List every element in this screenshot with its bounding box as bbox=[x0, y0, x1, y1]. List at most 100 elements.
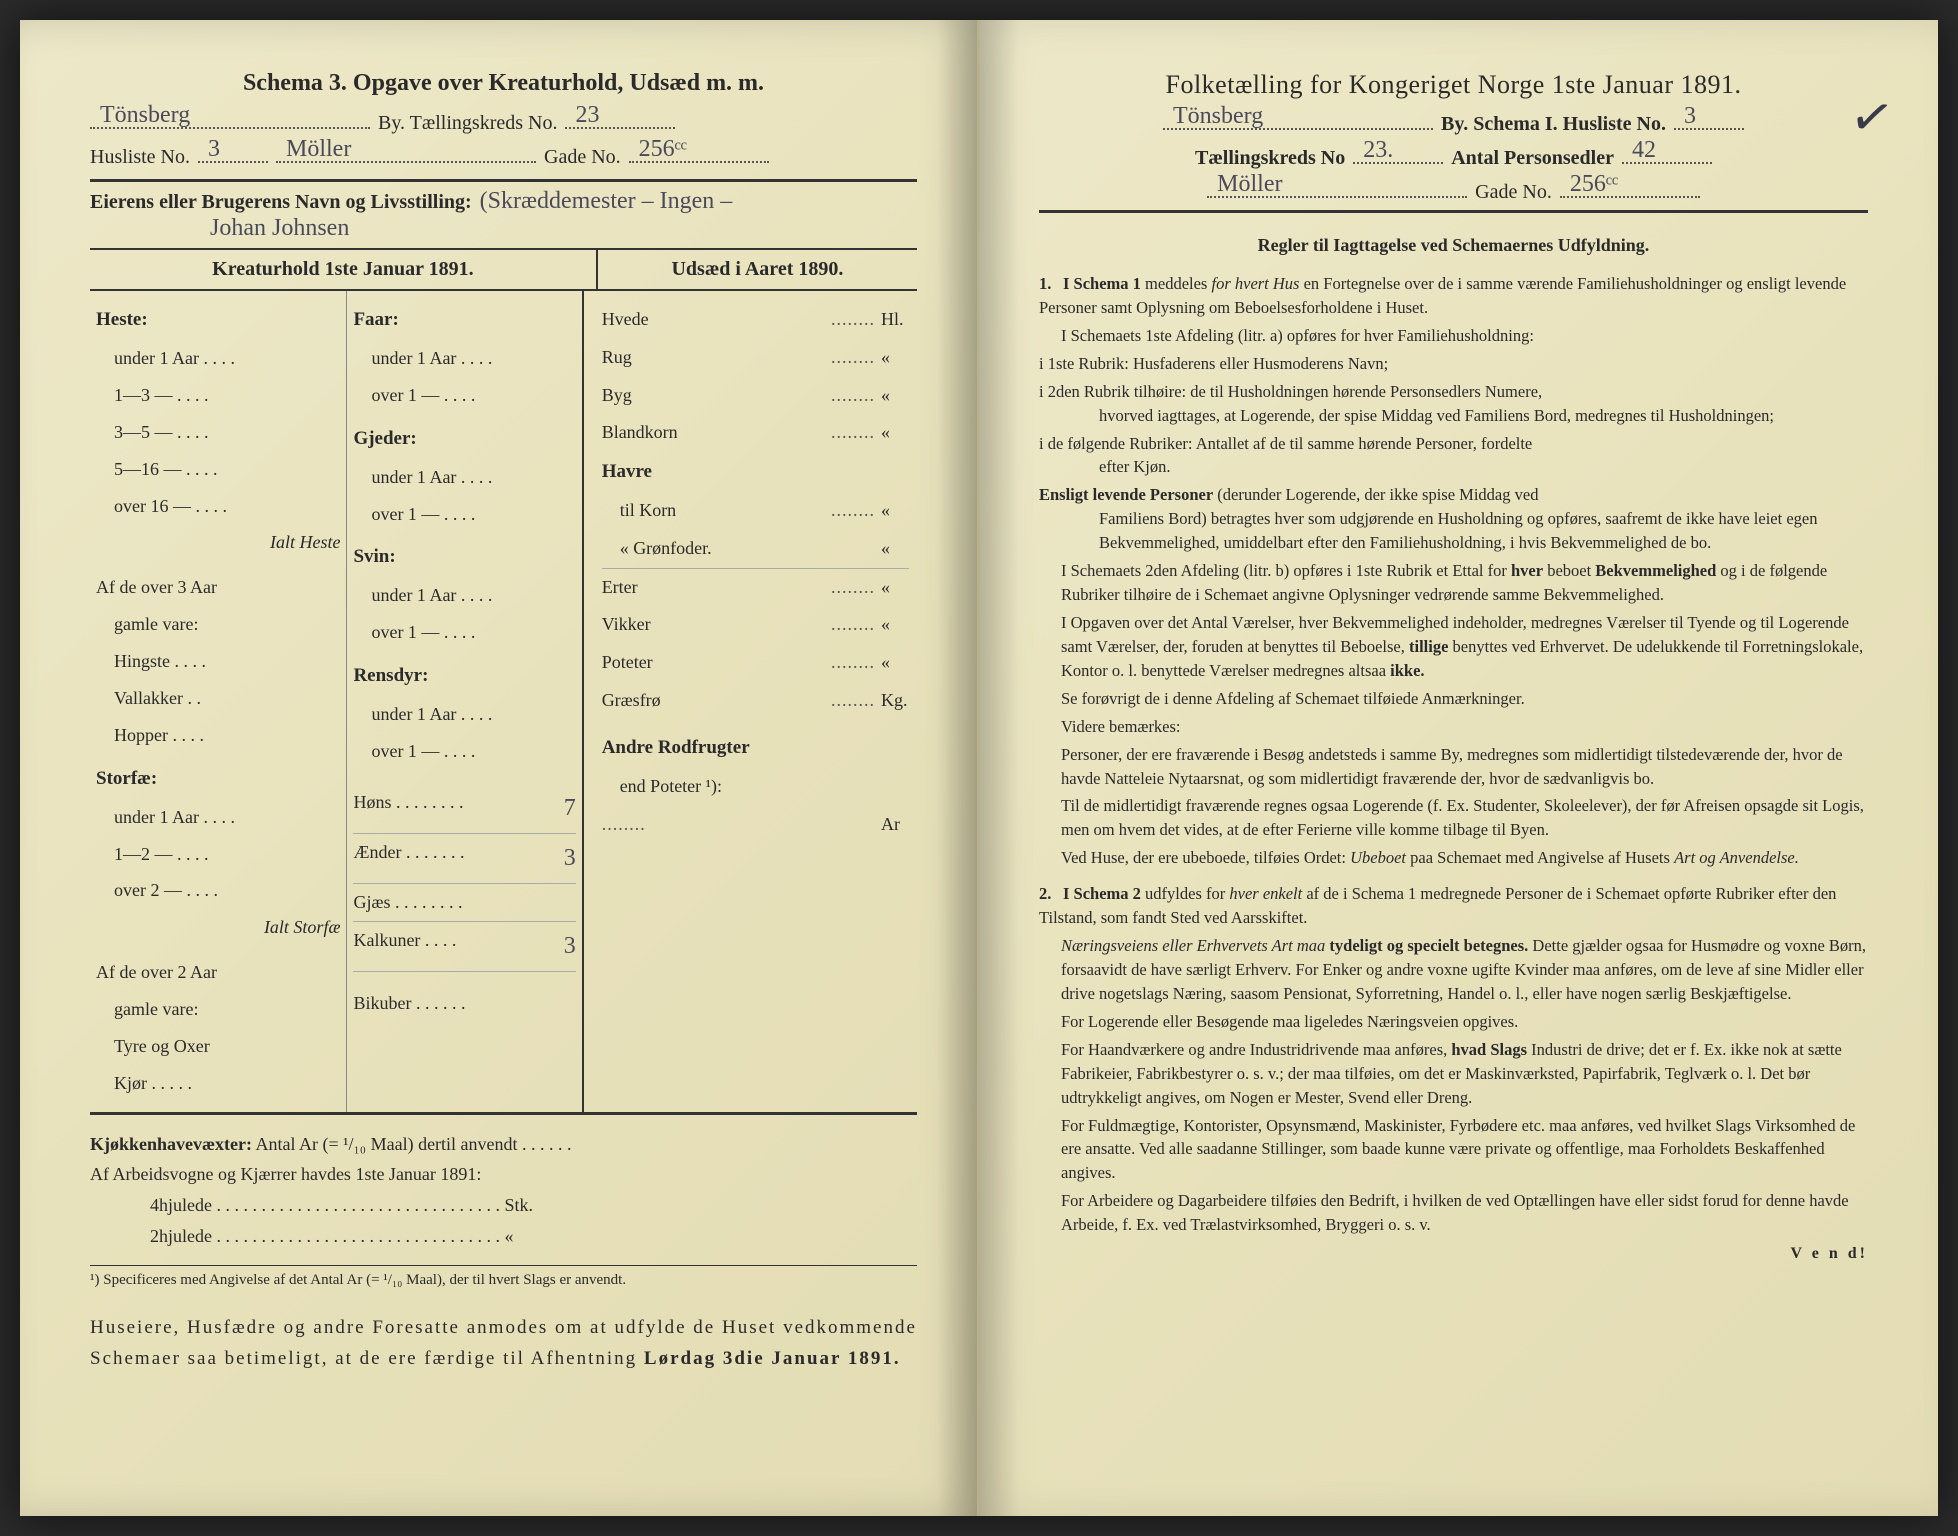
erter: Erter bbox=[602, 569, 825, 607]
r-city-hand: Tönsberg bbox=[1173, 103, 1263, 130]
heste-35: 3—5 — . . . . bbox=[96, 414, 340, 451]
storfae-u1: under 1 Aar . . . . bbox=[96, 799, 340, 836]
gjeder-header: Gjeder: bbox=[353, 420, 575, 459]
gade-no: 256ᶜᶜ bbox=[639, 136, 687, 163]
gjaes: Gjæs . . . . . . . . bbox=[353, 884, 575, 921]
heste-13: 1—3 — . . . . bbox=[96, 377, 340, 414]
heste-u1: under 1 Aar . . . . bbox=[96, 340, 340, 377]
r1e: i de følgende Rubriker: Antallet af de t… bbox=[1039, 432, 1868, 480]
r1f: Ensligt levende Personer (derunder Loger… bbox=[1039, 483, 1868, 555]
heste-516: 5—16 — . . . . bbox=[96, 451, 340, 488]
r-antal-no: 42 bbox=[1632, 137, 1656, 164]
col-a: Heste: under 1 Aar . . . . 1—3 — . . . .… bbox=[90, 291, 347, 1112]
faar-o1: over 1 — . . . . bbox=[353, 377, 575, 414]
blandkorn: Blandkorn bbox=[602, 414, 825, 452]
4hjulede: 4hjulede . . . . . . . . . . . . . . . .… bbox=[90, 1190, 917, 1221]
storfae-o2: over 2 — . . . . bbox=[96, 872, 340, 909]
r-city-line: Tönsberg By. Schema I. Husliste No. 3 bbox=[1039, 108, 1868, 136]
vikker: Vikker bbox=[602, 606, 825, 644]
r2f: For Arbeidere og Dagarbeidere tilføies d… bbox=[1039, 1189, 1868, 1237]
spine-shadow-right bbox=[979, 20, 1019, 1516]
r-gade-label: Gade No. bbox=[1475, 181, 1552, 204]
r-kreds-no: 23. bbox=[1363, 137, 1393, 164]
r1k: Personer, der ere fraværende i Besøg and… bbox=[1039, 743, 1868, 791]
kalkuner-value: 3 bbox=[564, 922, 576, 971]
hons-value: 7 bbox=[564, 784, 576, 833]
aender-value: 3 bbox=[564, 834, 576, 883]
r-husliste-no: 3 bbox=[1684, 103, 1696, 130]
owner-name: Johan Johnsen bbox=[90, 215, 917, 242]
seed-column: HvedeHl. Rug« Byg« Blandkorn« Havre til … bbox=[584, 291, 917, 1112]
kreds-no: 23 bbox=[575, 102, 599, 129]
r1l: Til de midlertidigt fraværende regnes og… bbox=[1039, 794, 1868, 842]
gronfoder: « Grønfoder. bbox=[620, 530, 875, 568]
owner-row: Eierens eller Brugerens Navn og Livsstil… bbox=[90, 179, 917, 250]
storfae-header: Storfæ: bbox=[96, 760, 340, 799]
city-line: Tönsberg By. Tællingskreds No. 23 bbox=[90, 107, 917, 135]
graesfro: Græsfrø bbox=[602, 682, 825, 720]
graesfro-unit: Kg. bbox=[881, 682, 909, 720]
left-page: Schema 3. Opgave over Kreaturhold, Udsæd… bbox=[20, 20, 979, 1516]
rules-body: 1.I Schema 1 meddeles for hvert Hus en F… bbox=[1039, 272, 1868, 1237]
over2aar: Af de over 2 Aar bbox=[96, 954, 340, 991]
rensdyr-o1: over 1 — . . . . bbox=[353, 733, 575, 770]
r1h: I Opgaven over det Antal Værelser, hver … bbox=[1039, 611, 1868, 683]
r-by-label: By. Schema I. Husliste No. bbox=[1441, 113, 1666, 136]
husliste-line: Husliste No. 3 Möller Gade No. 256ᶜᶜ bbox=[90, 141, 917, 169]
gamle-vare2: gamle vare: bbox=[96, 991, 340, 1028]
arbeidsvogne-line: Af Arbeidsvogne og Kjærrer havdes 1ste J… bbox=[90, 1159, 917, 1190]
blandkorn-unit: « bbox=[881, 414, 909, 452]
2hjulede: 2hjulede . . . . . . . . . . . . . . . .… bbox=[90, 1221, 917, 1252]
kjokken-label: Kjøkkenhavevæxter: bbox=[90, 1134, 252, 1154]
r-antal-label: Antal Personsedler bbox=[1451, 147, 1614, 170]
r1j: Videre bemærkes: bbox=[1039, 715, 1868, 739]
r1d: i 2den Rubrik tilhøire: de til Husholdni… bbox=[1039, 380, 1868, 428]
havre: Havre bbox=[602, 452, 909, 492]
appeal-text: Huseiere, Husfædre og andre Foresatte an… bbox=[90, 1313, 917, 1374]
tilkorn-unit: « bbox=[881, 492, 909, 530]
footnote: ¹) Specificeres med Angivelse af det Ant… bbox=[90, 1265, 917, 1289]
rensdyr-header: Rensdyr: bbox=[353, 657, 575, 696]
owner-label: Eierens eller Brugerens Navn og Livsstil… bbox=[90, 191, 472, 214]
r-kreds-label: Tællingskreds No bbox=[1195, 147, 1345, 170]
col-header-right: Udsæd i Aaret 1890. bbox=[598, 250, 917, 289]
kjor: Kjør . . . . . bbox=[96, 1065, 340, 1102]
r-gade-line: Möller Gade No. 256ᶜᶜ bbox=[1039, 176, 1868, 204]
rensdyr-u1: under 1 Aar . . . . bbox=[353, 696, 575, 733]
by-kreds-label: By. Tællingskreds No. bbox=[378, 112, 557, 135]
owner-occupation: (Skræddemester – Ingen – bbox=[480, 188, 733, 215]
rules-title: Regler til Iagttagelse ved Schemaernes U… bbox=[1039, 235, 1868, 256]
right-page: ✓ Folketælling for Kongeriget Norge 1ste… bbox=[979, 20, 1938, 1516]
r1b: I Schemaets 1ste Afdeling (litr. a) opfø… bbox=[1039, 324, 1868, 348]
hvede-unit: Hl. bbox=[881, 301, 909, 339]
r2e: For Fuldmægtige, Kontorister, Opsynsmænd… bbox=[1039, 1114, 1868, 1186]
gade-label: Gade No. bbox=[544, 146, 621, 169]
tyre: Tyre og Oxer bbox=[96, 1028, 340, 1065]
aender: Ænder . . . . . . . bbox=[353, 834, 563, 883]
erter-unit: « bbox=[881, 569, 909, 607]
r1m: Ved Huse, der ere ubeboede, tilføies Ord… bbox=[1039, 846, 1868, 870]
gade-hand: Möller bbox=[286, 136, 351, 163]
city-handwritten: Tönsberg bbox=[100, 102, 190, 129]
byg: Byg bbox=[602, 377, 825, 415]
kalkuner: Kalkuner . . . . bbox=[353, 922, 563, 971]
faar-u1: under 1 Aar . . . . bbox=[353, 340, 575, 377]
spine-shadow-left bbox=[937, 20, 977, 1516]
ar-unit: Ar bbox=[881, 806, 909, 844]
hopper: Hopper . . . . bbox=[96, 717, 340, 754]
r2b: Næringsveiens eller Erhvervets Art maa t… bbox=[1039, 934, 1868, 1006]
faar-header: Faar: bbox=[353, 301, 575, 340]
r1c: i 1ste Rubrik: Husfaderens eller Husmode… bbox=[1039, 352, 1868, 376]
column-headers: Kreaturhold 1ste Januar 1891. Udsæd i Aa… bbox=[90, 250, 917, 291]
storfae-total: Ialt Storfæ bbox=[96, 909, 340, 946]
vend: V e n d! bbox=[1039, 1245, 1868, 1263]
livestock-columns: Heste: under 1 Aar . . . . 1—3 — . . . .… bbox=[90, 291, 584, 1112]
kreatur-body: Heste: under 1 Aar . . . . 1—3 — . . . .… bbox=[90, 291, 917, 1115]
poteter-unit: « bbox=[881, 644, 909, 682]
poteter: Poteter bbox=[602, 644, 825, 682]
bikuber: Bikuber . . . . . . bbox=[353, 985, 575, 1022]
col-header-left: Kreaturhold 1ste Januar 1891. bbox=[90, 250, 598, 289]
census-title: Folketælling for Kongeriget Norge 1ste J… bbox=[1039, 70, 1868, 100]
hons: Høns . . . . . . . . bbox=[353, 784, 563, 833]
rug: Rug bbox=[602, 339, 825, 377]
